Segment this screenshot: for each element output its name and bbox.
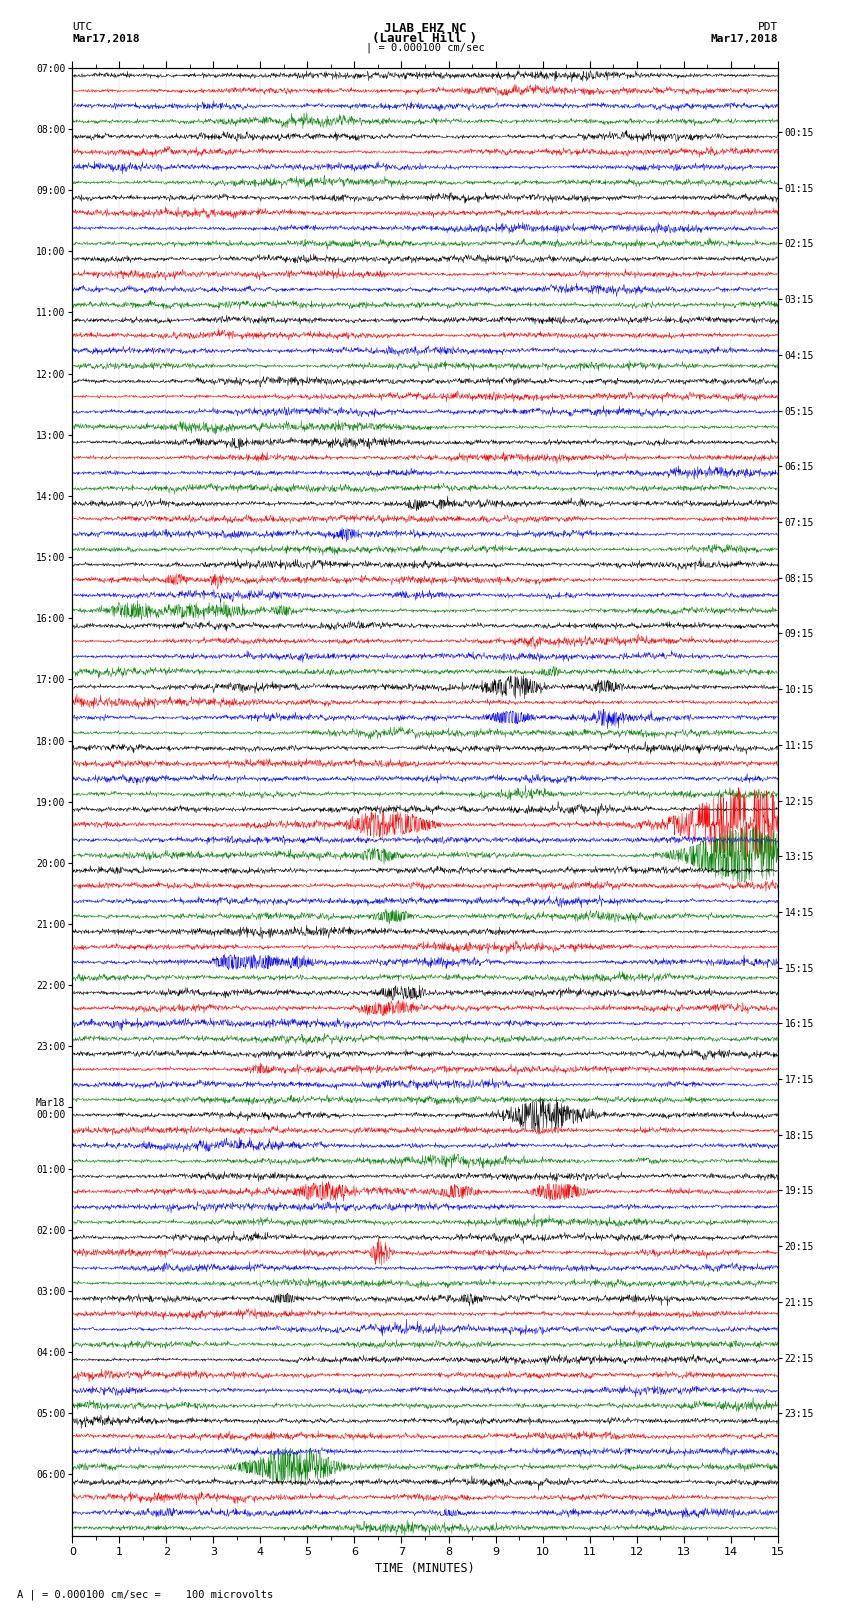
Text: Mar17,2018: Mar17,2018 (72, 34, 139, 44)
Text: | = 0.000100 cm/sec: | = 0.000100 cm/sec (366, 42, 484, 53)
Text: Mar17,2018: Mar17,2018 (711, 34, 778, 44)
X-axis label: TIME (MINUTES): TIME (MINUTES) (375, 1563, 475, 1576)
Text: A | = 0.000100 cm/sec =    100 microvolts: A | = 0.000100 cm/sec = 100 microvolts (17, 1589, 273, 1600)
Text: PDT: PDT (757, 23, 778, 32)
Text: JLAB EHZ NC: JLAB EHZ NC (383, 21, 467, 35)
Text: UTC: UTC (72, 23, 93, 32)
Text: (Laurel Hill ): (Laurel Hill ) (372, 32, 478, 45)
